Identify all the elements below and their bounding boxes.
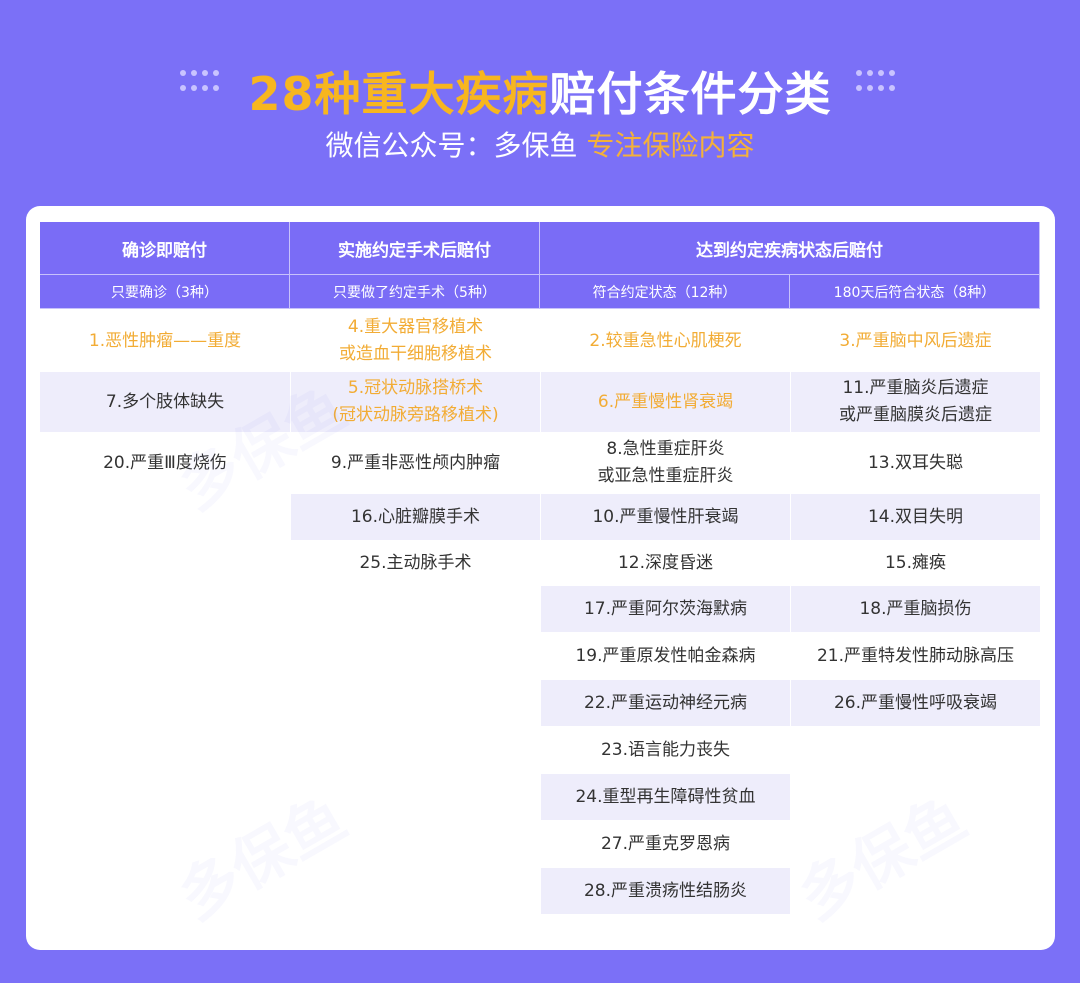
- table-cell: 23.语言能力丧失: [600, 739, 731, 760]
- table-cell: 16.心脏瓣膜手术: [291, 494, 540, 540]
- subtitle-highlight: 专注保险内容: [586, 129, 755, 162]
- table-cell: 9.严重非恶性颅内肿瘤: [330, 452, 501, 473]
- sub-header: 只要确诊（3种）: [40, 275, 290, 309]
- table-cell: 3.严重脑中风后遗症: [839, 330, 992, 351]
- table-cell: 2.较重急性心肌梗死: [589, 330, 742, 351]
- table-cell: 20.严重Ⅲ度烧伤: [103, 452, 227, 473]
- table-card: [26, 206, 1055, 950]
- sub-header: 只要做了约定手术（5种）: [290, 275, 540, 309]
- subtitle: 微信公众号：多保鱼 专注保险内容: [0, 124, 1080, 164]
- table-cell: 15.瘫痪: [884, 552, 947, 573]
- sub-header: 180天后符合状态（8种）: [790, 275, 1040, 309]
- group-header: 达到约定疾病状态后赔付: [540, 222, 1040, 275]
- group-header: 实施约定手术后赔付: [290, 222, 540, 275]
- table-cell: 5.冠状动脉搭桥术 (冠状动脉旁路移植术): [291, 372, 540, 432]
- table-cell: 17.严重阿尔茨海默病: [541, 586, 790, 632]
- table-cell: 13.双耳失聪: [867, 452, 964, 473]
- table-cell: 10.严重慢性肝衰竭: [541, 494, 790, 540]
- table-cell: 1.恶性肿瘤——重度: [88, 330, 242, 351]
- sub-header: 符合约定状态（12种）: [540, 275, 790, 309]
- table-cell: 14.双目失明: [791, 494, 1040, 540]
- table-cell: 4.重大器官移植术 或造血干细胞移植术: [339, 317, 492, 364]
- table-cell: 8.急性重症肝炎 或亚急性重症肝炎: [597, 439, 734, 486]
- table-cell: 12.深度昏迷: [617, 552, 714, 573]
- table-cell: 21.严重特发性肺动脉高压: [816, 645, 1015, 666]
- group-header: 确诊即赔付: [40, 222, 290, 275]
- decorative-dots-left: [180, 70, 220, 94]
- table-cell: 22.严重运动神经元病: [541, 680, 790, 726]
- title-rest: 赔付条件分类: [549, 67, 832, 121]
- decorative-dots-right: [856, 70, 896, 94]
- table-cell: 25.主动脉手术: [359, 552, 472, 573]
- table-cell: 24.重型再生障碍性贫血: [541, 774, 790, 820]
- table-cell: 28.严重溃疡性结肠炎: [541, 868, 790, 914]
- table-cell: 18.严重脑损伤: [791, 586, 1040, 632]
- table-cell: 19.严重原发性帕金森病: [575, 645, 756, 666]
- page-title: 28种重大疾病赔付条件分类: [0, 58, 1080, 124]
- table-cell: 27.严重克罗恩病: [600, 833, 731, 854]
- table-cell: 6.严重慢性肾衰竭: [541, 372, 790, 432]
- table-cell: 26.严重慢性呼吸衰竭: [791, 680, 1040, 726]
- table-cell: 11.严重脑炎后遗症 或严重脑膜炎后遗症: [791, 372, 1040, 432]
- subtitle-prefix: 微信公众号：多保鱼: [325, 129, 578, 162]
- title-highlight: 28种重大疾病: [248, 67, 550, 121]
- table-cell: 7.多个肢体缺失: [40, 372, 290, 432]
